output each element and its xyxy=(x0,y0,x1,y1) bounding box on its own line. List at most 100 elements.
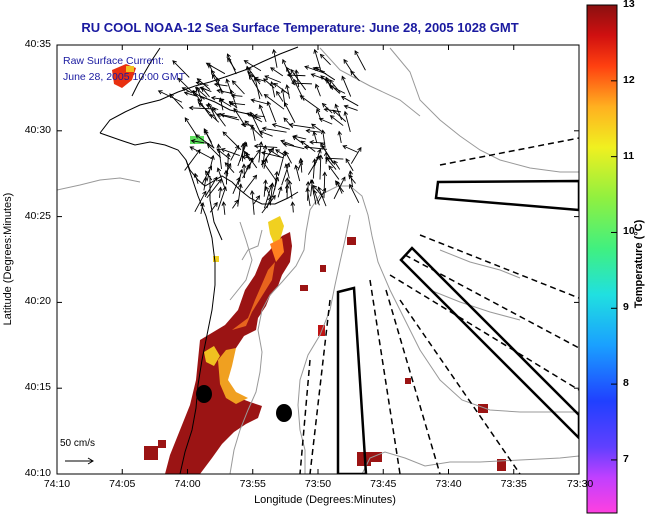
current-vector xyxy=(207,102,218,122)
current-vector xyxy=(259,130,273,137)
x-tick-label: 73:55 xyxy=(239,478,266,490)
y-tick-label: 40:35 xyxy=(24,38,51,50)
current-vector xyxy=(242,174,258,194)
current-vector xyxy=(199,86,212,92)
colorbar-ticks xyxy=(611,4,617,461)
current-vector xyxy=(250,111,263,136)
current-vector xyxy=(194,190,207,213)
current-vector xyxy=(284,150,292,164)
current-vector xyxy=(216,167,226,188)
current-vector xyxy=(284,163,290,179)
current-vector xyxy=(209,113,220,123)
current-vector xyxy=(237,141,248,167)
current-vector xyxy=(348,174,356,184)
current-vector xyxy=(288,122,315,129)
current-vector xyxy=(228,100,238,109)
current-vector xyxy=(209,201,218,213)
x-tick-label: 74:00 xyxy=(174,478,201,490)
current-vector xyxy=(210,95,225,101)
current-vector xyxy=(265,185,272,199)
current-vector xyxy=(318,154,324,180)
current-vector xyxy=(318,117,333,125)
current-vector xyxy=(247,66,261,85)
current-vector xyxy=(317,186,327,207)
figure-title: RU COOL NOAA-12 Sea Surface Temperature:… xyxy=(81,20,519,35)
current-vector xyxy=(322,171,328,199)
current-vector xyxy=(266,100,277,123)
current-vector xyxy=(334,103,343,121)
y-tick-label: 40:25 xyxy=(24,209,51,222)
current-vector xyxy=(261,159,278,182)
current-vector xyxy=(250,98,269,105)
current-vector xyxy=(218,97,224,111)
current-vector xyxy=(323,107,342,113)
current-vector xyxy=(282,142,305,150)
current-vector xyxy=(335,180,344,193)
x-tick-label: 73:45 xyxy=(370,478,397,490)
current-vector xyxy=(297,160,303,171)
current-vector xyxy=(329,115,344,126)
plot-area xyxy=(57,46,579,474)
current-vector xyxy=(273,82,290,95)
current-vector xyxy=(248,157,254,170)
current-vector xyxy=(315,108,322,121)
current-vector xyxy=(280,88,286,107)
scale-arrow xyxy=(65,457,94,465)
y-tick-label: 40:20 xyxy=(24,295,51,308)
current-vector xyxy=(345,158,354,172)
current-vector xyxy=(189,146,213,159)
current-vector xyxy=(340,96,359,107)
y-tick-label: 40:15 xyxy=(24,381,51,394)
current-vector xyxy=(190,138,210,145)
current-vector xyxy=(342,145,358,153)
current-vector xyxy=(350,70,360,82)
axis-ticks xyxy=(56,44,580,475)
current-vector xyxy=(224,162,235,173)
current-vector xyxy=(244,120,263,139)
colorbar-tick-label: 8 xyxy=(623,377,629,390)
current-vector xyxy=(290,68,307,91)
current-vector xyxy=(282,58,294,83)
current-vector xyxy=(169,93,184,110)
current-vector xyxy=(284,183,290,199)
current-vector xyxy=(249,74,263,97)
current-vector xyxy=(324,156,344,161)
current-vector xyxy=(206,154,215,181)
current-vector xyxy=(299,95,321,111)
colorbar-tick-label: 12 xyxy=(623,73,635,86)
current-vector xyxy=(204,176,218,198)
y-axis-title: Latitude (Degrees:Minutes) xyxy=(2,192,14,326)
current-vector xyxy=(350,146,362,164)
current-vectors xyxy=(157,48,366,215)
current-vector xyxy=(231,80,245,95)
current-vector xyxy=(204,170,213,181)
current-vector xyxy=(216,88,231,94)
y-tick-label: 40:10 xyxy=(24,467,51,479)
current-vector xyxy=(314,83,321,97)
current-vector xyxy=(181,87,193,94)
current-vector xyxy=(253,76,266,82)
current-vector xyxy=(232,199,239,209)
current-vector xyxy=(237,183,243,207)
current-vector xyxy=(348,170,354,188)
current-vector xyxy=(354,50,366,71)
current-vector xyxy=(285,84,290,99)
current-vector xyxy=(211,107,226,127)
current-vector xyxy=(320,129,326,148)
bathymetry-contours xyxy=(57,47,579,474)
x-axis-title: Longitude (Degrees:Minutes) xyxy=(254,494,396,506)
current-vector xyxy=(262,144,268,168)
radar-sector-lines xyxy=(299,137,579,474)
radar-beam-outlines xyxy=(336,179,579,474)
colorbar-tick-label: 10 xyxy=(623,225,635,238)
colorbar-title: Temperature (°C) xyxy=(633,219,645,309)
current-vector xyxy=(292,134,307,140)
current-vector xyxy=(217,186,227,211)
current-vector xyxy=(311,123,324,133)
current-vector xyxy=(219,112,238,119)
x-tick-label: 74:05 xyxy=(109,478,136,490)
current-vector xyxy=(237,168,244,185)
current-vector xyxy=(263,179,268,197)
